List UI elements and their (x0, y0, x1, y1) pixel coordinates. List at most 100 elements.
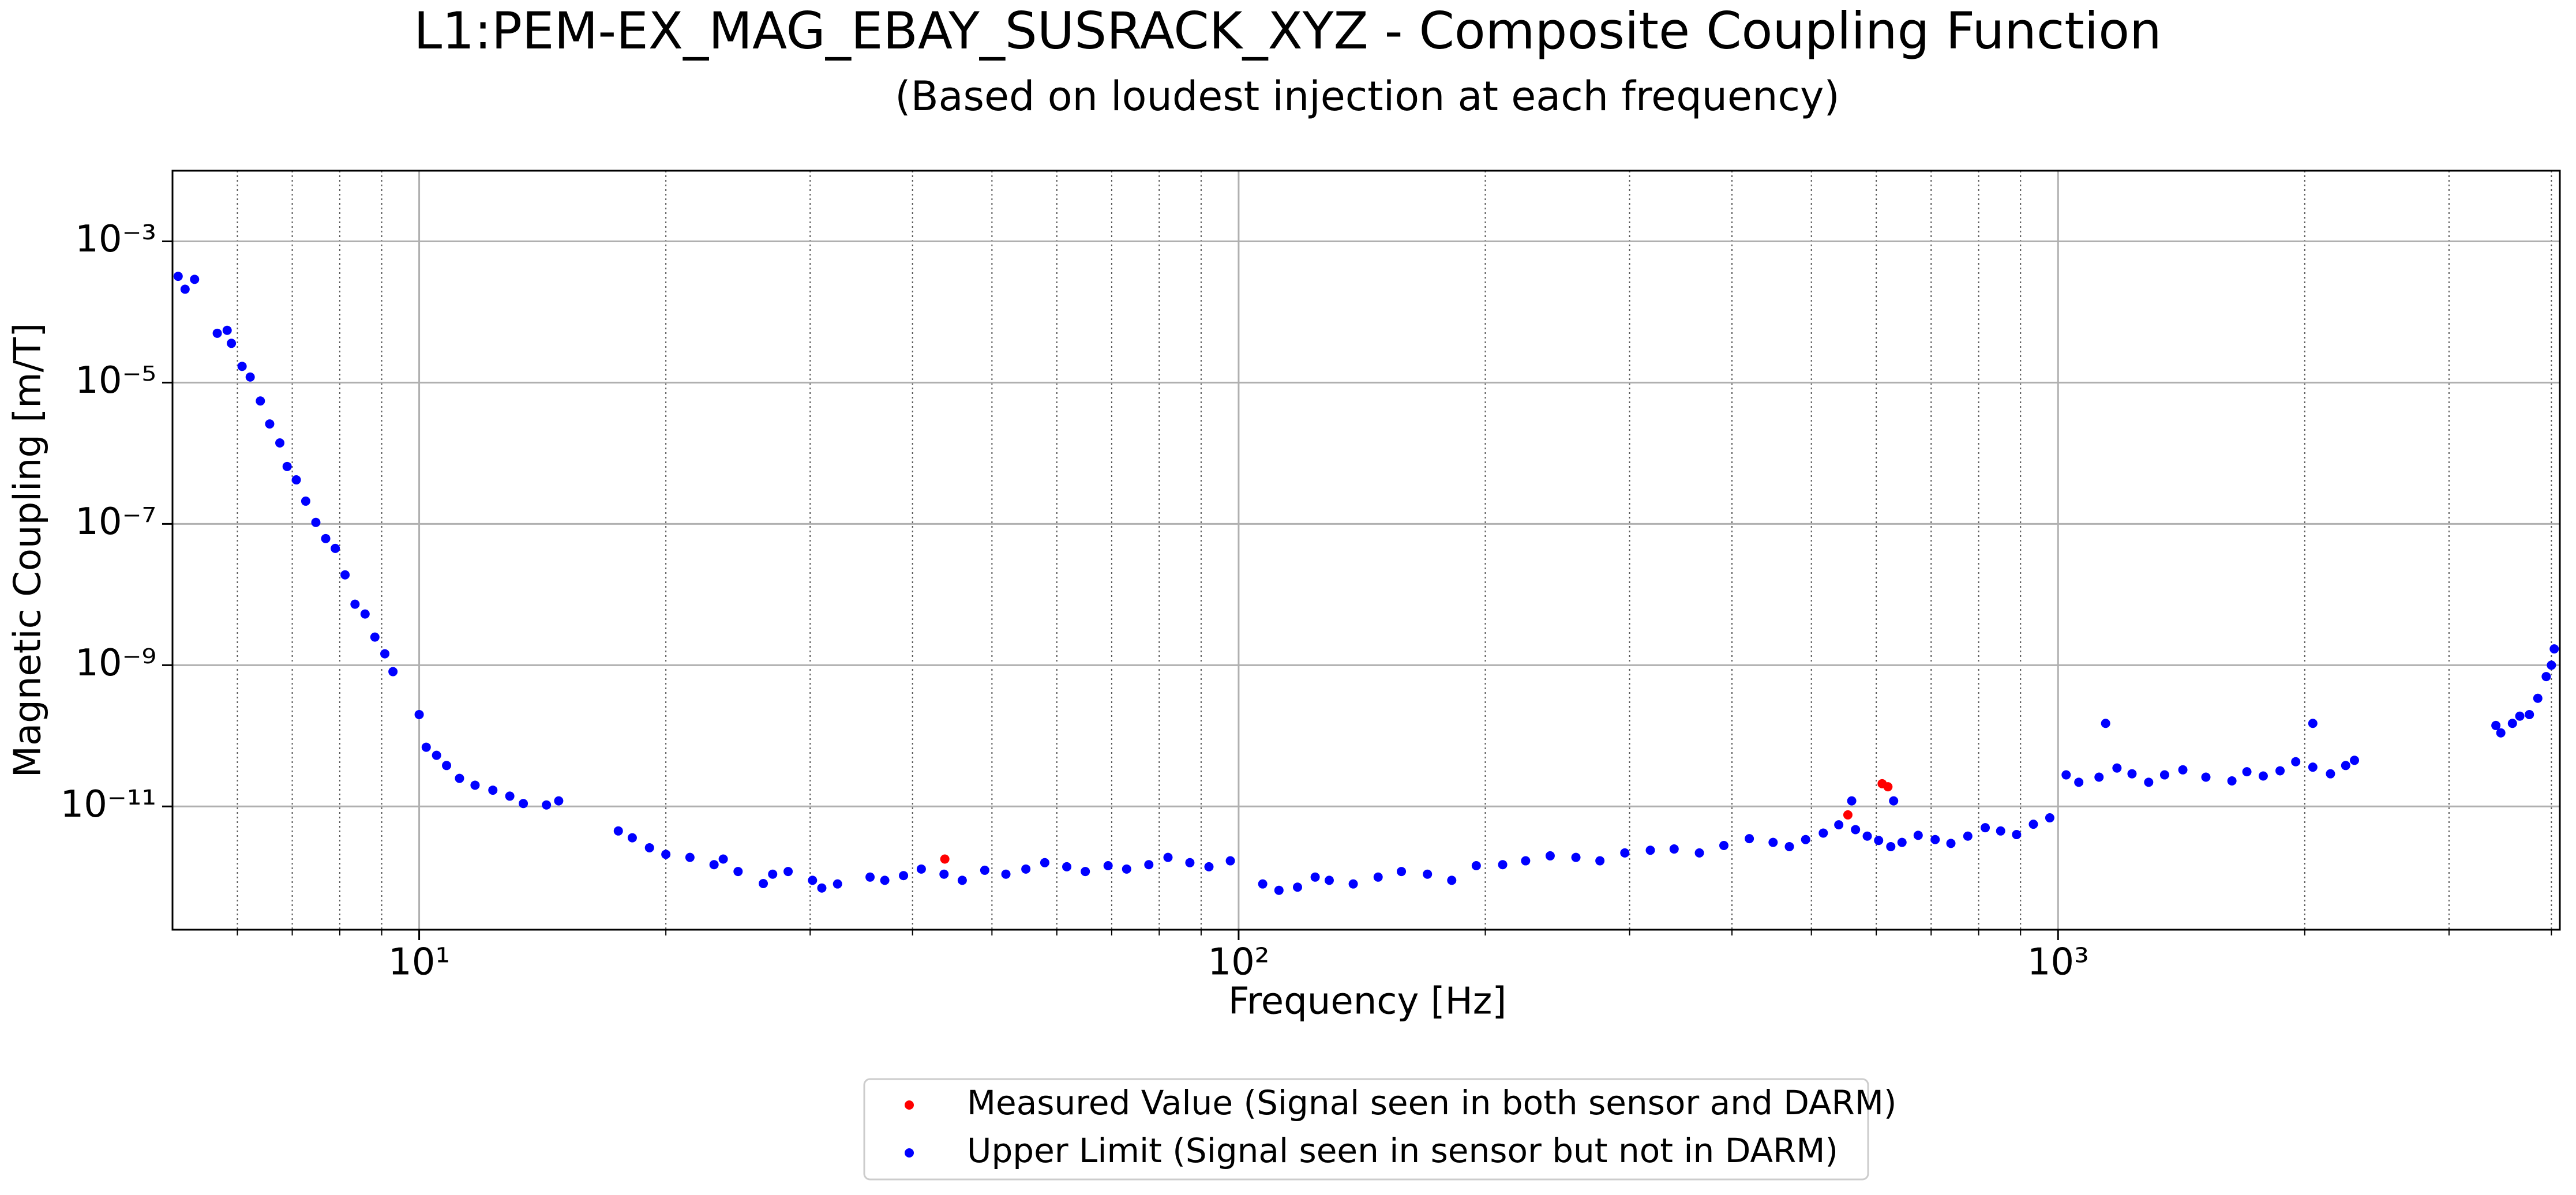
point (2178, 765, 2188, 775)
point (880, 875, 890, 885)
point (1144, 860, 1154, 870)
point (980, 865, 989, 875)
legend-marker (905, 1148, 914, 1158)
legend-box (863, 1078, 1869, 1181)
point (2275, 766, 2285, 776)
point (1719, 841, 1728, 851)
point (455, 773, 464, 783)
point (2094, 772, 2104, 782)
plot-frame (171, 170, 2561, 931)
point (1521, 856, 1531, 866)
point (940, 854, 950, 864)
point (808, 875, 818, 885)
point (321, 533, 331, 543)
point (1348, 879, 1358, 889)
point (470, 780, 480, 790)
point (1784, 841, 1794, 851)
x-tick-label: 10² (1208, 941, 1269, 984)
point (554, 796, 564, 806)
point (2326, 769, 2335, 779)
y-tick-label: 10⁻⁷ (75, 501, 156, 543)
point (2074, 777, 2084, 787)
point (237, 362, 247, 371)
point (227, 339, 237, 348)
point (1545, 851, 1555, 860)
point (256, 396, 265, 406)
point (1258, 879, 1268, 889)
point (265, 419, 275, 429)
point (370, 632, 380, 642)
point (1889, 796, 1899, 806)
point (2028, 820, 2038, 829)
point (783, 867, 793, 877)
point (505, 791, 515, 801)
point (311, 517, 321, 527)
y-axis-label: Magnetic Coupling [m/T] (7, 323, 50, 777)
point (2533, 693, 2543, 703)
point (1373, 872, 1383, 882)
point (1694, 848, 1704, 858)
point (2201, 772, 2211, 782)
point (1913, 831, 1923, 840)
point (733, 867, 743, 877)
point (2496, 728, 2506, 738)
y-tick-label: 10⁻⁹ (75, 642, 156, 685)
point (180, 284, 190, 294)
point (2525, 709, 2534, 719)
x-tick-label: 10³ (2027, 941, 2089, 984)
point (2112, 763, 2122, 773)
point (1877, 779, 1887, 788)
point (2144, 777, 2154, 787)
point (2159, 770, 2169, 780)
point (340, 570, 350, 580)
point (1930, 835, 1940, 844)
point (1645, 845, 1655, 855)
point (899, 871, 909, 881)
point (190, 275, 200, 284)
point (173, 272, 183, 281)
point (1862, 831, 1872, 841)
x-axis-label: Frequency [Hz] (1228, 980, 1507, 1023)
point (301, 496, 310, 506)
point (1447, 875, 1457, 885)
point (1818, 828, 1828, 838)
point (1620, 848, 1630, 858)
x-tick-label: 10¹ (388, 941, 450, 984)
point (421, 742, 431, 752)
point (1981, 823, 1990, 833)
point (2242, 767, 2252, 777)
point (1324, 875, 1334, 885)
point (1996, 826, 2005, 836)
point (291, 475, 301, 485)
point (360, 609, 370, 619)
point (2507, 719, 2517, 728)
point (759, 878, 768, 888)
point (1963, 831, 1973, 841)
point (1801, 835, 1810, 844)
point (2541, 672, 2551, 682)
point (2547, 660, 2556, 670)
point (275, 438, 285, 448)
point (1847, 796, 1857, 806)
y-tick-label: 10⁻³ (75, 218, 156, 261)
point (627, 833, 637, 843)
point (2549, 644, 2559, 654)
point (1001, 869, 1011, 879)
point (432, 750, 441, 760)
point (1946, 839, 1956, 848)
point (1062, 862, 1072, 871)
point (331, 543, 340, 553)
point (2491, 720, 2501, 730)
legend-marker (905, 1100, 914, 1110)
point (542, 800, 552, 810)
point (1571, 852, 1581, 862)
point (916, 864, 926, 874)
point (1471, 861, 1481, 871)
point (1851, 825, 1861, 835)
point (2127, 769, 2137, 779)
point (718, 854, 728, 864)
point (1874, 836, 1884, 845)
point (380, 649, 390, 659)
point (1292, 882, 1302, 892)
